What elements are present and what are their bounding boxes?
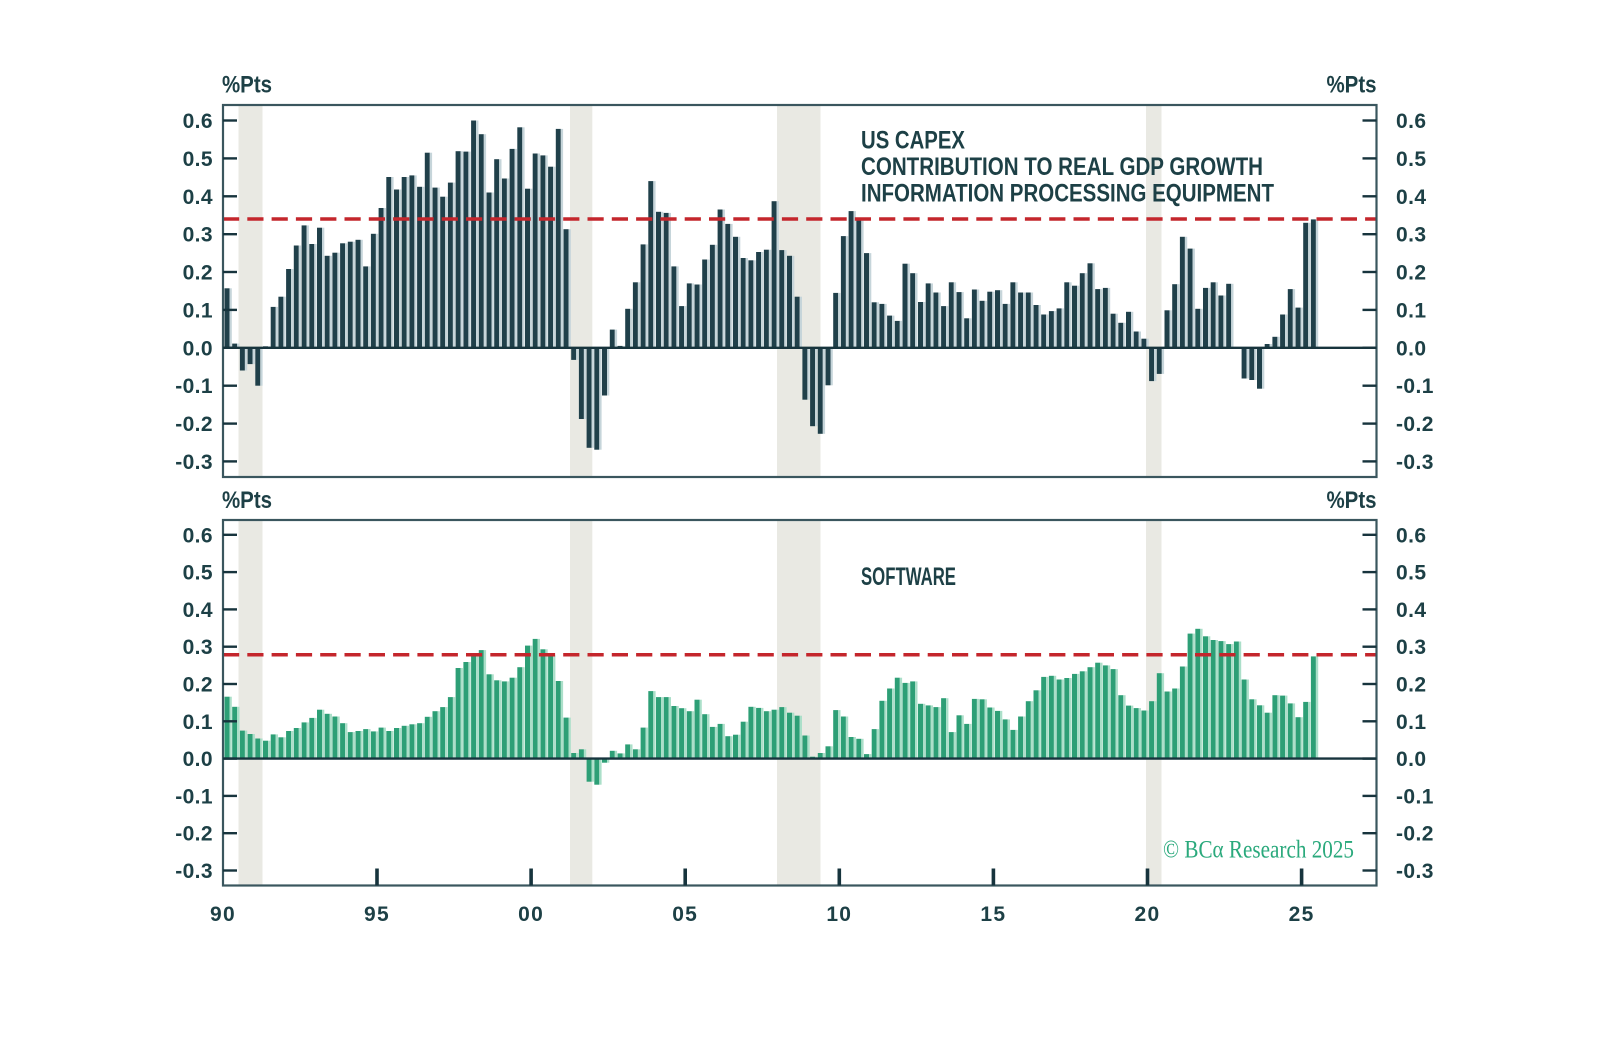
svg-text:0.1: 0.1 [183, 711, 213, 734]
svg-text:-0.3: -0.3 [1396, 451, 1434, 474]
svg-text:0.6: 0.6 [1396, 524, 1426, 547]
svg-text:95: 95 [364, 903, 390, 926]
svg-text:0.0: 0.0 [1396, 337, 1426, 360]
svg-text:%Pts: %Pts [222, 487, 272, 514]
svg-text:0.4: 0.4 [183, 186, 213, 209]
svg-text:-0.3: -0.3 [175, 860, 213, 883]
svg-text:0.4: 0.4 [1396, 186, 1426, 209]
svg-text:-0.3: -0.3 [1396, 860, 1434, 883]
svg-text:0.0: 0.0 [183, 337, 213, 360]
svg-text:25: 25 [1289, 903, 1315, 926]
svg-text:90: 90 [210, 903, 236, 926]
svg-text:0.0: 0.0 [183, 748, 213, 771]
svg-text:SOFTWARE: SOFTWARE [861, 563, 956, 591]
svg-text:0.6: 0.6 [183, 110, 213, 133]
svg-text:0.2: 0.2 [1396, 674, 1426, 697]
svg-text:0.4: 0.4 [1396, 599, 1426, 622]
svg-text:-0.2: -0.2 [175, 823, 213, 846]
svg-text:-0.2: -0.2 [175, 413, 213, 436]
svg-text:INFORMATION PROCESSING EQUIPME: INFORMATION PROCESSING EQUIPMENT [861, 180, 1274, 208]
svg-text:-0.3: -0.3 [175, 451, 213, 474]
svg-text:-0.1: -0.1 [175, 375, 213, 398]
svg-text:0.3: 0.3 [183, 636, 213, 659]
svg-text:-0.2: -0.2 [1396, 823, 1434, 846]
svg-text:-0.2: -0.2 [1396, 413, 1434, 436]
svg-text:© BCα Research 2025: © BCα Research 2025 [1163, 837, 1354, 864]
svg-text:CONTRIBUTION TO REAL GDP GROWT: CONTRIBUTION TO REAL GDP GROWTH [861, 153, 1263, 181]
svg-text:05: 05 [672, 903, 698, 926]
svg-text:0.5: 0.5 [183, 148, 213, 171]
svg-text:%Pts: %Pts [1327, 487, 1377, 514]
svg-text:0.6: 0.6 [1396, 110, 1426, 133]
svg-text:%Pts: %Pts [222, 72, 272, 99]
svg-text:US CAPEX: US CAPEX [861, 127, 965, 155]
svg-text:%Pts: %Pts [1327, 72, 1377, 99]
svg-text:0.5: 0.5 [1396, 562, 1426, 585]
svg-text:0.5: 0.5 [1396, 148, 1426, 171]
svg-text:0.6: 0.6 [183, 524, 213, 547]
svg-text:0.5: 0.5 [183, 562, 213, 585]
svg-text:0.2: 0.2 [183, 262, 213, 285]
svg-text:0.4: 0.4 [183, 599, 213, 622]
svg-text:20: 20 [1135, 903, 1161, 926]
svg-text:15: 15 [980, 903, 1006, 926]
svg-text:00: 00 [518, 903, 544, 926]
svg-text:10: 10 [826, 903, 852, 926]
svg-text:0.3: 0.3 [183, 224, 213, 247]
svg-text:-0.1: -0.1 [175, 785, 213, 808]
svg-text:0.0: 0.0 [1396, 748, 1426, 771]
svg-text:0.1: 0.1 [183, 299, 213, 322]
svg-text:0.3: 0.3 [1396, 636, 1426, 659]
svg-text:-0.1: -0.1 [1396, 375, 1434, 398]
svg-text:0.1: 0.1 [1396, 299, 1426, 322]
svg-text:0.1: 0.1 [1396, 711, 1426, 734]
svg-text:0.2: 0.2 [1396, 262, 1426, 285]
svg-text:-0.1: -0.1 [1396, 785, 1434, 808]
svg-text:0.2: 0.2 [183, 674, 213, 697]
svg-text:0.3: 0.3 [1396, 224, 1426, 247]
